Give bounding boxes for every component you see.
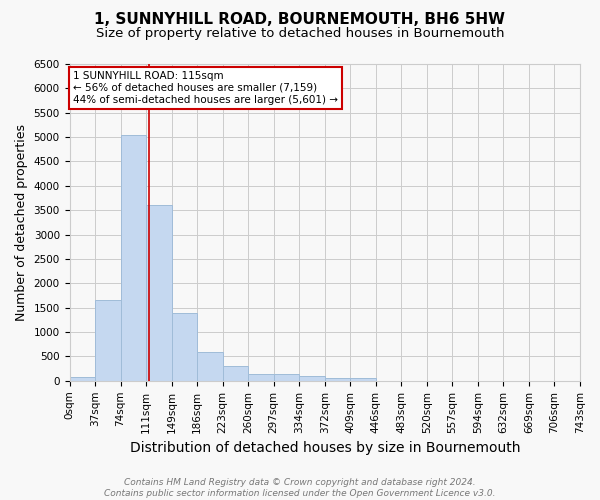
Bar	[299, 376, 325, 381]
Bar	[274, 374, 299, 381]
Bar	[70, 377, 95, 381]
Bar	[146, 206, 172, 381]
Y-axis label: Number of detached properties: Number of detached properties	[15, 124, 28, 321]
Bar	[350, 378, 376, 381]
X-axis label: Distribution of detached houses by size in Bournemouth: Distribution of detached houses by size …	[130, 441, 520, 455]
Bar	[248, 374, 274, 381]
Bar	[197, 352, 223, 381]
Bar	[325, 378, 350, 381]
Bar	[95, 300, 121, 381]
Text: Contains HM Land Registry data © Crown copyright and database right 2024.
Contai: Contains HM Land Registry data © Crown c…	[104, 478, 496, 498]
Bar	[223, 366, 248, 381]
Bar	[172, 312, 197, 381]
Text: 1, SUNNYHILL ROAD, BOURNEMOUTH, BH6 5HW: 1, SUNNYHILL ROAD, BOURNEMOUTH, BH6 5HW	[95, 12, 505, 28]
Text: Size of property relative to detached houses in Bournemouth: Size of property relative to detached ho…	[96, 28, 504, 40]
Bar	[121, 134, 146, 381]
Text: 1 SUNNYHILL ROAD: 115sqm
← 56% of detached houses are smaller (7,159)
44% of sem: 1 SUNNYHILL ROAD: 115sqm ← 56% of detach…	[73, 72, 338, 104]
